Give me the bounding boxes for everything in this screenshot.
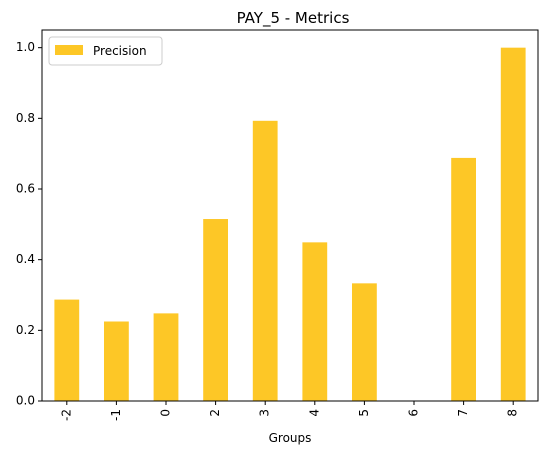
legend: Precision (48, 36, 163, 66)
bar--1 (104, 321, 129, 401)
bar-7 (451, 157, 476, 401)
x-tick-label-5: 5 (357, 409, 371, 417)
y-tick-label-0.6: 0.6 (16, 182, 35, 196)
x-tick-label-0: 0 (159, 409, 173, 417)
x-axis: -2 -1 0 2 3 4 5 6 7 8 (59, 401, 520, 421)
bar-3 (252, 120, 278, 401)
bar-2 (203, 219, 228, 401)
x-axis-label: Groups (269, 431, 312, 445)
bar-4 (302, 242, 328, 401)
x-tick-label--2: -2 (59, 409, 73, 421)
x-tick-label-4: 4 (307, 409, 321, 417)
x-tick-label-8: 8 (506, 409, 520, 417)
y-axis: 0.0 0.2 0.4 0.6 0.8 1.0 (16, 40, 42, 408)
x-tick-label-3: 3 (258, 409, 272, 417)
bar--2 (54, 299, 80, 401)
legend-label-precision: Precision (93, 44, 147, 58)
bars-layer (54, 47, 526, 402)
y-tick-label-0.4: 0.4 (16, 252, 35, 266)
chart-title: PAY_5 - Metrics (237, 9, 350, 28)
bar-5 (352, 283, 377, 401)
bar-8 (500, 47, 526, 402)
y-tick-label-0.8: 0.8 (16, 111, 35, 125)
legend-swatch-precision (55, 45, 83, 55)
plot-frame (41, 29, 539, 402)
x-tick-label--1: -1 (109, 409, 123, 421)
y-tick-label-0.0: 0.0 (16, 394, 35, 408)
y-tick-label-0.2: 0.2 (16, 323, 35, 337)
y-tick-label-1.0: 1.0 (16, 40, 35, 54)
x-tick-label-6: 6 (407, 409, 421, 417)
legend-frame (48, 36, 163, 66)
x-tick-label-2: 2 (208, 409, 222, 417)
x-tick-label-7: 7 (456, 409, 470, 417)
bar-0 (153, 313, 179, 401)
